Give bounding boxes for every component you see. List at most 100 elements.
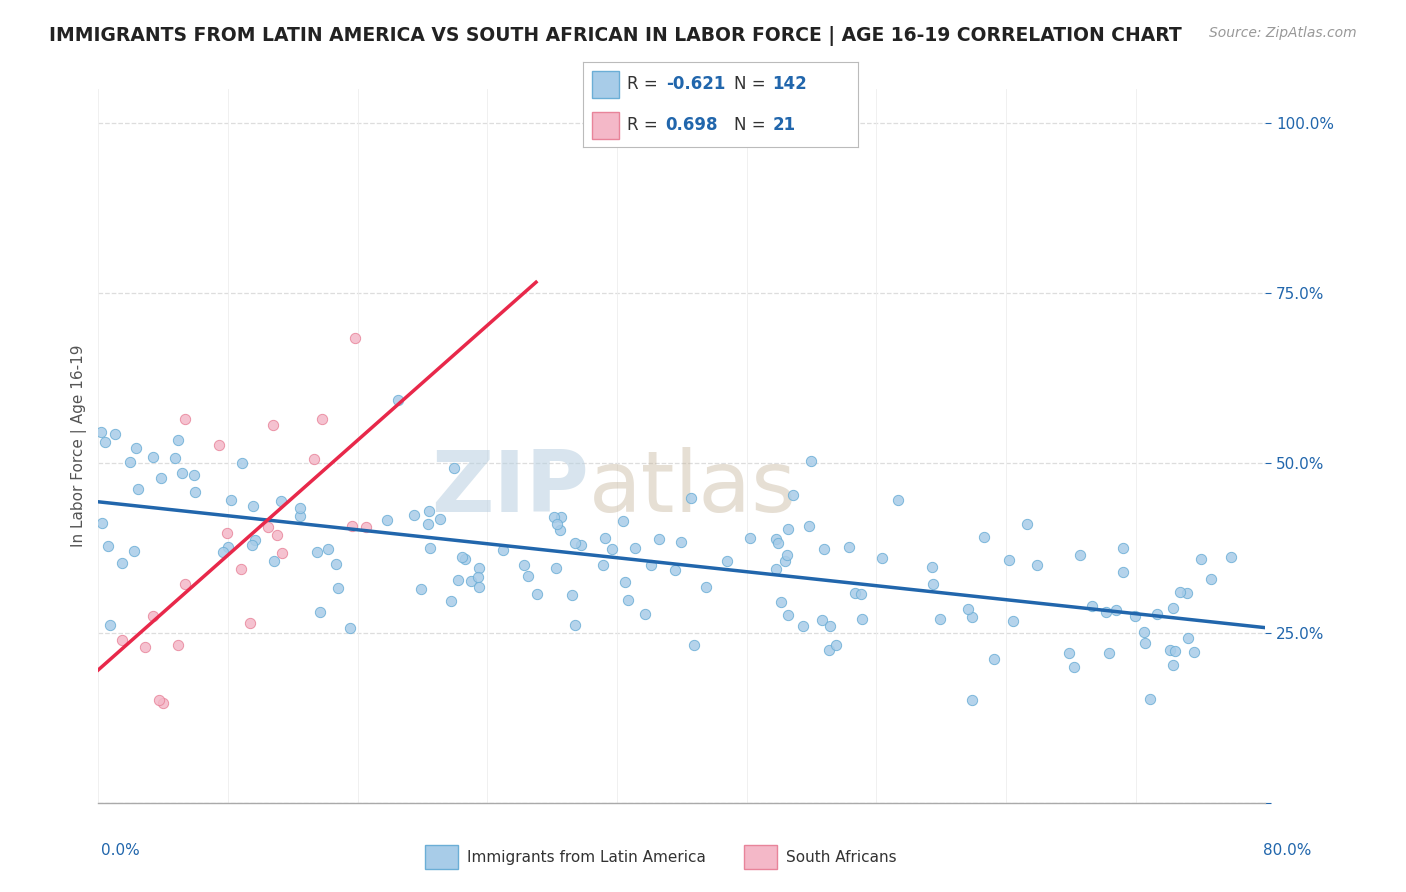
Point <box>239 616 262 631</box>
Point <box>921 559 943 574</box>
Point <box>98 617 121 632</box>
Point <box>344 331 367 345</box>
Point <box>240 538 263 552</box>
Point <box>695 580 717 594</box>
Point <box>1164 644 1187 658</box>
Point <box>208 438 231 452</box>
Point <box>887 492 910 507</box>
Point <box>813 542 835 557</box>
Point <box>1063 660 1085 674</box>
Point <box>440 594 463 608</box>
Point <box>342 519 364 533</box>
Point <box>318 541 340 556</box>
Text: IMMIGRANTS FROM LATIN AMERICA VS SOUTH AFRICAN IN LABOR FORCE | AGE 16-19 CORREL: IMMIGRANTS FROM LATIN AMERICA VS SOUTH A… <box>49 26 1182 45</box>
Point <box>305 544 328 558</box>
Point <box>1026 558 1049 572</box>
Point <box>256 520 278 534</box>
Point <box>817 642 839 657</box>
Point <box>325 557 347 571</box>
Point <box>550 510 572 524</box>
Point <box>792 619 814 633</box>
Point <box>681 491 703 505</box>
Point <box>270 545 292 559</box>
Text: 0.0%: 0.0% <box>101 843 141 858</box>
Point <box>669 535 692 549</box>
Point <box>1111 565 1133 579</box>
Point <box>1161 601 1184 615</box>
Point <box>111 556 134 570</box>
Point <box>229 562 252 576</box>
Point <box>173 577 195 591</box>
Point <box>769 595 792 609</box>
Point <box>1105 603 1128 617</box>
Point <box>614 575 637 590</box>
Point <box>212 545 235 559</box>
Point <box>512 558 534 573</box>
Point <box>183 468 205 483</box>
Point <box>516 569 538 583</box>
Point <box>152 696 174 710</box>
Point <box>217 540 239 554</box>
Text: 80.0%: 80.0% <box>1264 843 1312 858</box>
Point <box>1057 646 1080 660</box>
Point <box>640 558 662 573</box>
Point <box>148 692 170 706</box>
Point <box>165 450 187 465</box>
Point <box>766 536 789 550</box>
Point <box>1199 572 1222 586</box>
Text: Immigrants from Latin America: Immigrants from Latin America <box>467 850 706 864</box>
Point <box>1168 585 1191 599</box>
Text: 0.698: 0.698 <box>666 116 718 134</box>
Point <box>526 586 548 600</box>
Point <box>419 541 441 556</box>
Point <box>738 531 761 545</box>
Point <box>765 562 787 576</box>
Bar <box>426 846 458 869</box>
Point <box>824 638 846 652</box>
Point <box>872 551 894 566</box>
Point <box>633 607 655 622</box>
Point <box>1098 646 1121 660</box>
Point <box>1139 692 1161 706</box>
Point <box>219 492 242 507</box>
Point <box>962 610 984 624</box>
Text: N =: N = <box>734 76 770 94</box>
Text: R =: R = <box>627 76 664 94</box>
Point <box>134 640 156 655</box>
Point <box>782 488 804 502</box>
Point <box>104 427 127 442</box>
Point <box>125 442 148 456</box>
Point <box>960 692 983 706</box>
Point <box>243 533 266 547</box>
Point <box>91 516 114 530</box>
Point <box>595 531 617 545</box>
Point <box>818 619 841 633</box>
Point <box>443 460 465 475</box>
Point <box>851 612 873 626</box>
Point <box>302 451 325 466</box>
Point <box>270 493 292 508</box>
Point <box>1161 657 1184 672</box>
Point <box>973 530 995 544</box>
Point <box>266 528 288 542</box>
Point <box>800 454 823 468</box>
Point <box>612 514 634 528</box>
Point <box>1132 625 1154 640</box>
Point <box>592 558 614 572</box>
Point <box>1159 643 1181 657</box>
Point <box>174 412 197 426</box>
Point <box>170 466 193 480</box>
Point <box>309 605 332 619</box>
Point <box>263 554 285 568</box>
Point <box>468 580 491 594</box>
Point <box>957 602 980 616</box>
Point <box>460 574 482 588</box>
Text: N =: N = <box>734 116 770 134</box>
Point <box>543 509 565 524</box>
Point <box>1189 552 1212 566</box>
Point <box>127 482 149 496</box>
Point <box>167 434 190 448</box>
Point <box>1015 516 1038 531</box>
Text: -0.621: -0.621 <box>666 76 725 94</box>
Text: South Africans: South Africans <box>786 850 896 864</box>
